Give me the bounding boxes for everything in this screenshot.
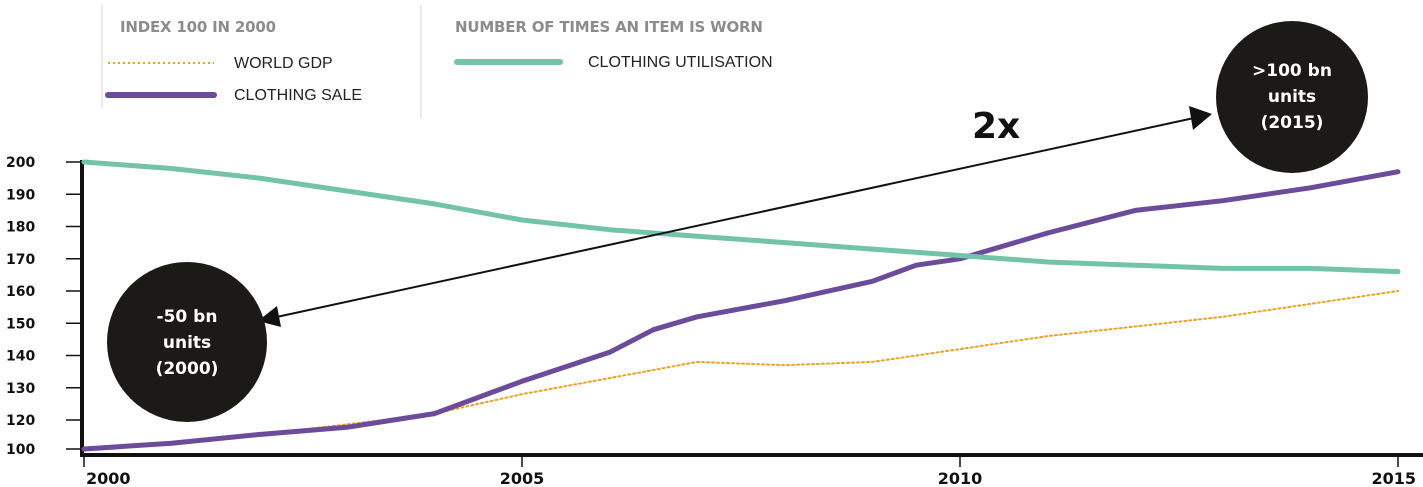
- y-tick-label-100: 100: [6, 442, 35, 458]
- y-ticks: 100 120 130 140 150 160 170 180 190 200: [6, 155, 80, 458]
- badge-2015-circle: [1216, 21, 1368, 173]
- legend-label-clothing-sale: CLOTHING SALE: [234, 87, 362, 104]
- badge-2000-line1: -50 bn: [157, 307, 218, 327]
- legend-group1-title: INDEX 100 IN 2000: [120, 18, 276, 36]
- series-layer: [81, 159, 1401, 452]
- series-line-clothing-utilisation: [81, 159, 1401, 275]
- x-ticks: 2000 2005 2010 2015: [83, 455, 1416, 487]
- multiplier-label: 2x: [972, 106, 1020, 147]
- x-tick-label-2010: 2010: [938, 469, 983, 487]
- badge-2015: >100 bn units (2015): [1216, 21, 1368, 173]
- legend: INDEX 100 IN 2000 WORLD GDP CLOTHING SAL…: [101, 5, 773, 118]
- growth-arrow-line: [271, 117, 1195, 319]
- y-tick-label-170: 170: [6, 252, 35, 268]
- y-tick-label-150: 150: [6, 316, 35, 332]
- y-tick-label-160: 160: [6, 284, 35, 300]
- x-tick-label-2005: 2005: [500, 469, 545, 487]
- badge-2015-line3: (2015): [1261, 113, 1324, 133]
- badge-2000-circle: [107, 262, 267, 422]
- y-tick-label-120: 120: [6, 413, 35, 429]
- series-line-world-gdp: [83, 290, 1399, 450]
- legend-label-world-gdp: WORLD GDP: [234, 55, 333, 72]
- x-tick-label-2000: 2000: [86, 469, 131, 487]
- growth-arrow: [258, 106, 1212, 327]
- badge-2000-line2: units: [163, 333, 211, 353]
- badge-2000-line3: (2000): [156, 359, 219, 379]
- y-tick-label-140: 140: [6, 349, 35, 365]
- y-tick-label-180: 180: [6, 220, 35, 236]
- y-tick-label-190: 190: [6, 187, 35, 203]
- x-tick-label-2015: 2015: [1371, 469, 1416, 487]
- arrowhead-right: [1189, 106, 1212, 130]
- y-tick-label-130: 130: [6, 381, 35, 397]
- series-line-clothing-sale: [81, 169, 1401, 452]
- badge-2015-line2: units: [1268, 87, 1316, 107]
- legend-group2-title: NUMBER OF TIMES AN ITEM IS WORN: [455, 18, 763, 36]
- badge-2000: -50 bn units (2000): [107, 262, 267, 422]
- legend-label-clothing-utilisation: CLOTHING UTILISATION: [588, 54, 773, 71]
- badge-2015-line1: >100 bn: [1252, 61, 1332, 81]
- y-tick-label-200: 200: [6, 155, 35, 171]
